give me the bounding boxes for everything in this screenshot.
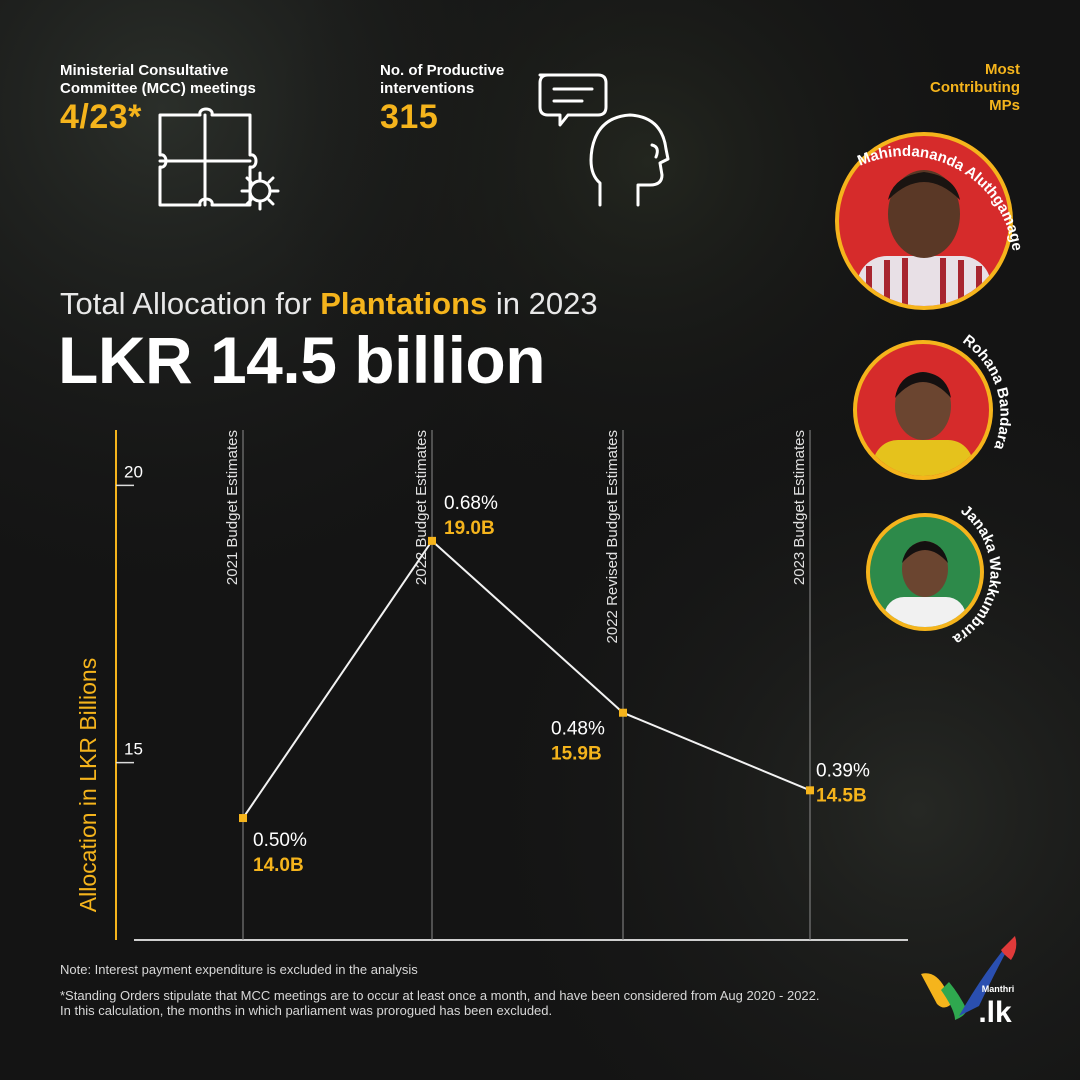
- y-axis-label: Allocation in LKR Billions: [75, 658, 101, 912]
- mp-avatar-1: [835, 132, 1013, 310]
- category-label-3: 2023 Budget Estimates: [791, 430, 808, 585]
- y-tick-label-15: 15: [124, 740, 143, 759]
- mp-avatar-3: [866, 513, 984, 631]
- y-tick-label-20: 20: [124, 462, 143, 481]
- allocation-title: Total Allocation for Plantations in 2023: [60, 286, 598, 321]
- percent-label-2: 0.48%: [551, 719, 605, 740]
- mcc-label: Ministerial Consultative Committee (MCC)…: [60, 62, 256, 97]
- mcc-value: 4/23*: [60, 98, 142, 136]
- note-interest: Note: Interest payment expenditure is ex…: [60, 962, 418, 977]
- percent-label-1: 0.68%: [444, 493, 498, 514]
- percent-label-3: 0.39%: [816, 760, 870, 781]
- note-mcc: *Standing Orders stipulate that MCC meet…: [60, 988, 820, 1018]
- head-speech-bubble-icon: [538, 73, 670, 207]
- logo-mark-green: [941, 982, 967, 1020]
- data-point-1: [428, 536, 436, 545]
- manthri-logo: Manthri .lk: [921, 936, 1017, 1025]
- mp-name-labels: Mahindananda Aluthgamage Rohana Bandara …: [855, 143, 1026, 648]
- logo-mark-blue: [959, 936, 1015, 1016]
- value-label-2: 15.9B: [551, 744, 602, 765]
- logo-text-top: Manthri: [982, 984, 1015, 994]
- logo-text-bottom: .lk: [978, 996, 1012, 1025]
- puzzle-gear-icon: [158, 107, 280, 211]
- value-label-1: 19.0B: [444, 518, 495, 539]
- value-label-0: 14.0B: [253, 855, 304, 876]
- allocation-amount: LKR 14.5 billion: [58, 323, 546, 397]
- data-point-2: [619, 708, 627, 717]
- logo-mark-yellow: [921, 973, 953, 1008]
- category-label-0: 2021 Budget Estimates: [224, 430, 241, 585]
- category-label-1: 2022 Budget Estimates: [413, 430, 430, 585]
- value-label-3: 14.5B: [816, 785, 867, 806]
- data-point-3: [806, 786, 814, 795]
- logo-mark-red: [1001, 936, 1017, 960]
- series-line: [242, 539, 811, 819]
- percent-label-0: 0.50%: [253, 830, 307, 851]
- mp-avatar-2: [853, 340, 993, 480]
- mps-heading: Most Contributing MPs: [930, 61, 1020, 114]
- category-label-2: 2022 Revised Budget Estimates: [604, 430, 621, 643]
- data-point-0: [239, 814, 247, 823]
- interventions-label: No. of Productive interventions: [380, 62, 505, 97]
- interventions-value: 315: [380, 98, 439, 136]
